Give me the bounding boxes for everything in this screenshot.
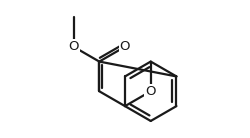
Text: O: O — [68, 40, 79, 53]
Text: O: O — [146, 85, 156, 98]
Text: O: O — [120, 40, 130, 53]
